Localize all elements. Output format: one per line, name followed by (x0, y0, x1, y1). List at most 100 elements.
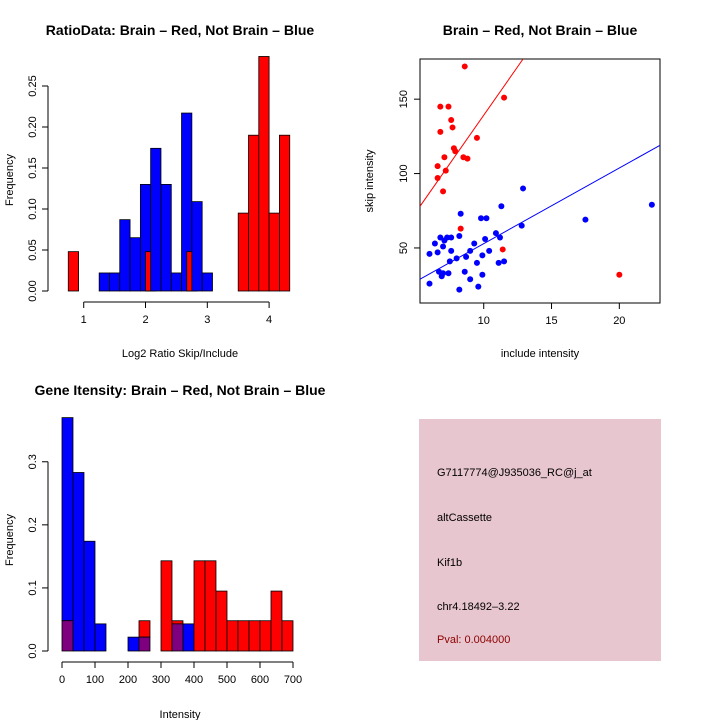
scatter-point-not-brain (483, 215, 490, 222)
ratio-bar-not-brain (119, 219, 131, 292)
scatter-point-not-brain (448, 247, 455, 254)
scatter-point-not-brain (448, 234, 455, 241)
ratio-y-tick-label: 0.25 (27, 75, 39, 96)
gene-bar-overlap (171, 623, 184, 652)
scatter-point-not-brain (475, 283, 482, 290)
scatter-point-not-brain (426, 250, 433, 257)
scatter-point-not-brain (479, 252, 486, 259)
gene-bar-not-brain (83, 540, 96, 652)
scatter-point-brain (501, 94, 508, 101)
scatter-point-not-brain (445, 270, 452, 277)
scatter-point-brain (440, 188, 447, 195)
gene-bar-overlap (61, 620, 74, 652)
ratio-bar-not-brain (109, 272, 121, 292)
ratio-bar-not-brain (160, 183, 172, 292)
scatter-point-brain (449, 124, 456, 131)
scatter-point-brain (473, 134, 480, 141)
gene-bar-not-brain (61, 417, 74, 622)
info-pval: Pval: 0.004000 (437, 634, 510, 646)
scatter-point-not-brain (471, 240, 478, 247)
scatter-xlabel: include intensity (501, 348, 580, 360)
ratio-bar-brain (258, 56, 270, 292)
scatter-point-brain (448, 117, 455, 123)
ratio-bar-not-brain (191, 201, 203, 292)
scatter-point-not-brain (434, 249, 441, 256)
gene-bar-brain (171, 620, 184, 625)
scatter-point-not-brain (440, 243, 447, 250)
gene-x-tick-label: 500 (218, 674, 236, 686)
ratio-x-tick-label: 3 (204, 314, 210, 326)
ratio-y-tick-label: 0.05 (27, 239, 39, 260)
scatter-point-not-brain (482, 236, 489, 243)
scatter-point-brain (499, 246, 506, 253)
scatter-point-not-brain (497, 234, 503, 241)
gene-x-tick-label: 600 (251, 674, 269, 686)
scatter-point-brain (452, 148, 459, 155)
gene-title: Gene Itensity: Brain – Red, Not Brain – … (35, 382, 326, 398)
gene-bar-brain (259, 620, 272, 652)
scatter-point-not-brain (431, 240, 438, 247)
info-location: chr4.18492–3.22 (437, 601, 520, 613)
gene-x-tick-label: 0 (59, 674, 65, 686)
gene-bar-brain (204, 560, 217, 652)
scatter-point-not-brain (582, 216, 589, 223)
scatter-point-brain (445, 103, 452, 110)
scatter-point-not-brain (518, 222, 525, 229)
ratio-x-tick-label: 1 (81, 314, 87, 326)
ratio-bar-brain (279, 134, 291, 292)
gene-bar-brain (248, 620, 261, 652)
scatter-point-brain (434, 175, 441, 182)
scatter-point-not-brain (437, 234, 444, 241)
scatter-point-brain (437, 103, 444, 110)
gene-bar-not-brain (72, 472, 85, 652)
scatter-point-not-brain (498, 203, 505, 210)
gene-bar-brain (160, 560, 173, 652)
scatter-point-brain (441, 154, 448, 161)
scatter-point-not-brain (501, 258, 508, 265)
ratio-bar-brain (268, 212, 280, 292)
scatter-y-tick-label: 50 (398, 242, 410, 254)
scatter-point-brain (457, 225, 464, 232)
scatter-x-tick-label: 10 (478, 315, 490, 327)
gene-ylabel: Frequency (4, 514, 16, 566)
scatter-ylabel: skip intensity (364, 149, 376, 212)
info-box: G7117774@J935036_RC@j_at altCassette Kif… (419, 419, 661, 661)
gene-intensity-histogram: Gene Itensity: Brain – Red, Not Brain – … (4, 382, 326, 720)
gene-x-tick-label: 300 (152, 674, 170, 686)
info-background (419, 419, 661, 661)
scatter-point-not-brain (495, 259, 502, 266)
scatter-point-not-brain (473, 259, 480, 266)
gene-y-tick-label: 0.1 (27, 580, 39, 595)
scatter-point-not-brain (492, 230, 499, 237)
scatter-point-not-brain (457, 210, 464, 217)
scatter-point-not-brain (478, 215, 485, 222)
ratio-bar-brain (237, 212, 249, 292)
ratio-title: RatioData: Brain – Red, Not Brain – Blue (46, 22, 315, 38)
scatter-point-not-brain (446, 258, 453, 265)
ratio-y-tick-label: 0.15 (27, 157, 39, 178)
gene-bar-brain (237, 620, 250, 652)
scatter-point-not-brain (467, 276, 474, 283)
scatter-point-brain (442, 167, 449, 174)
scatter-point-brain (437, 128, 444, 135)
scatter-point-not-brain (486, 247, 493, 254)
scatter-fit-line-not-brain (420, 144, 660, 280)
ratio-bar-not-brain (170, 272, 183, 292)
gene-bar-brain (215, 590, 228, 652)
scatter-point-not-brain (453, 255, 460, 262)
scatter-x-tick-label: 20 (613, 315, 625, 327)
ratio-y-tick-label: 0.00 (27, 280, 39, 301)
info-event: altCassette (437, 512, 492, 524)
ratio-histogram: RatioData: Brain – Red, Not Brain – Blue… (4, 22, 314, 360)
gene-bar-not-brain (94, 623, 107, 652)
scatter-y-tick-label: 100 (398, 164, 410, 182)
gene-x-tick-label: 700 (284, 674, 302, 686)
gene-bar-not-brain (127, 636, 140, 652)
scatter-point-not-brain (463, 253, 470, 260)
scatter-point-not-brain (426, 280, 433, 287)
intensity-scatter: Brain – Red, Not Brain – Blue 10 15 20 50 10… (364, 22, 661, 360)
gene-bar-brain (226, 620, 239, 652)
info-probe: G7117774@J935036_RC@j_at (437, 467, 592, 479)
gene-x-tick-label: 100 (86, 674, 104, 686)
